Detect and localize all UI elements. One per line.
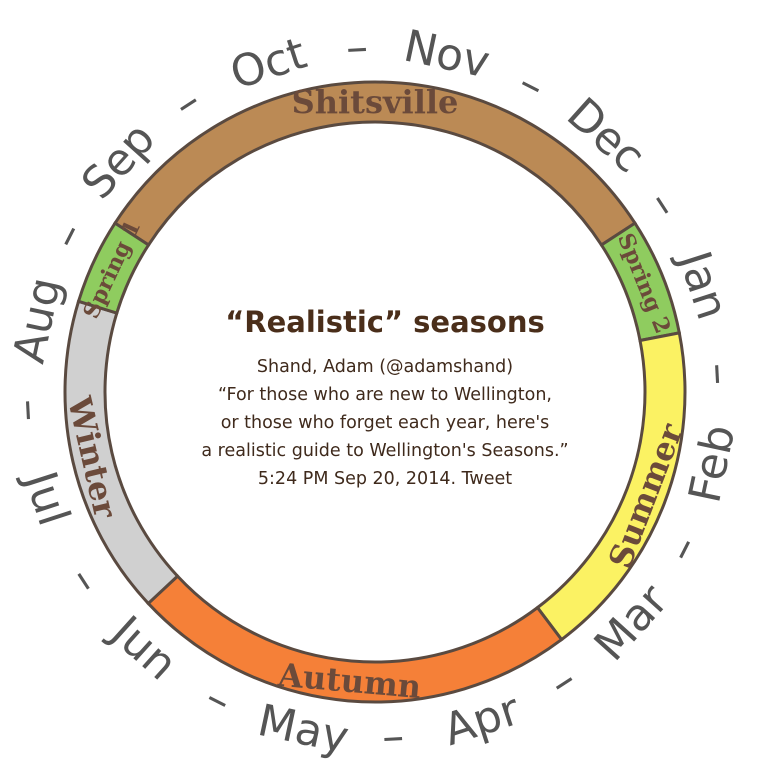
caption-timestamp: 5:24 PM Sep 20, 2014. Tweet bbox=[257, 469, 513, 489]
month-separator: – bbox=[345, 21, 370, 73]
month-separator: – bbox=[693, 362, 745, 387]
month-separator: – bbox=[164, 75, 210, 130]
month-label-jan: Jan bbox=[667, 242, 737, 325]
month-separator: – bbox=[40, 214, 95, 257]
month-label-apr: Apr bbox=[438, 684, 527, 756]
month-label-aug: Aug bbox=[4, 273, 72, 368]
month-label-jul: Jul bbox=[14, 463, 80, 532]
month-separator: – bbox=[637, 181, 692, 227]
caption-quote-line-2: or those who forget each year, here's bbox=[220, 413, 550, 433]
caption-title: “Realistic” seasons bbox=[225, 305, 545, 339]
season-ring bbox=[63, 80, 687, 704]
caption-author: Shand, Adam (@adamshand) bbox=[256, 357, 514, 377]
caption-quote-line-3: a realistic guide to Wellington's Season… bbox=[201, 441, 569, 461]
month-separator: – bbox=[655, 527, 710, 570]
month-separator: – bbox=[510, 57, 553, 112]
caption-block: “Realistic” seasons Shand, Adam (@adamsh… bbox=[150, 305, 620, 493]
season-label-shitsville: Shitsville bbox=[292, 83, 459, 121]
season-segment-spring-1 bbox=[76, 221, 151, 315]
month-separator: – bbox=[4, 398, 56, 423]
month-separator: – bbox=[58, 557, 113, 603]
month-separator: – bbox=[540, 654, 586, 709]
month-separator: – bbox=[381, 710, 406, 762]
month-separator: – bbox=[197, 672, 240, 727]
month-label-may: May bbox=[253, 695, 353, 764]
month-label-nov: Nov bbox=[399, 21, 494, 89]
caption-quote-line-1: “For those who are new to Wellington, bbox=[218, 385, 552, 405]
